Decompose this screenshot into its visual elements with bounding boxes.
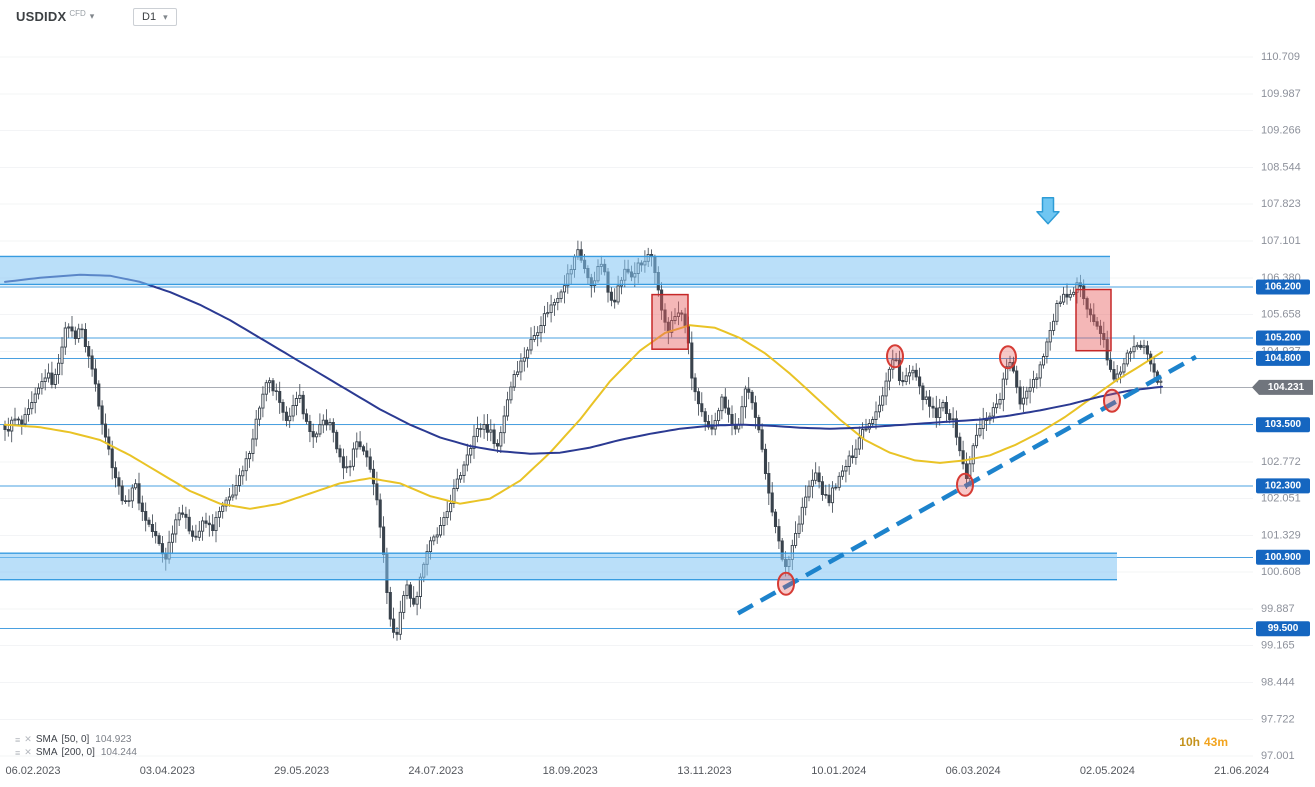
price-tick-label: 99.887 [1261,603,1295,615]
price-tick-label: 97.001 [1261,750,1295,762]
chevron-down-icon: ▾ [163,11,168,22]
date-tick-label: 10.01.2024 [811,765,866,777]
indicator-remove-icon[interactable]: ✕ [24,734,32,744]
indicator-menu-icon[interactable]: ≡ [15,747,21,758]
date-tick-label: 06.02.2023 [5,765,60,777]
chevron-down-icon: ▾ [89,11,95,21]
pattern-box-1[interactable] [651,293,689,350]
pattern-box-2[interactable] [1075,288,1112,352]
price-level-badge: 103.500 [1256,417,1310,433]
date-tick-label: 18.09.2023 [543,765,598,777]
sma200-line[interactable] [4,273,1163,455]
price-tick-label: 109.266 [1261,125,1301,137]
svg-text:100.900: 100.900 [1265,552,1302,563]
price-tick-label: 108.544 [1261,161,1301,173]
date-tick-label: 03.04.2023 [140,765,195,777]
date-tick-label: 21.06.2024 [1214,765,1269,777]
price-tick-label: 99.165 [1261,640,1295,652]
price-tick-label: 102.772 [1261,456,1301,468]
indicator-params: [50, 0] [61,734,90,745]
touch-circle-mark[interactable] [999,345,1017,370]
trendline[interactable] [736,354,1198,616]
price-level-badge: 106.200 [1256,279,1310,295]
date-tick-label: 29.05.2023 [274,765,329,777]
price-tick-label: 100.608 [1261,566,1301,578]
price-level-badge: 105.200 [1256,330,1310,346]
indicator-remove-icon[interactable]: ✕ [24,747,32,757]
price-level-badge: 100.900 [1256,549,1310,565]
sma50-line[interactable] [4,324,1163,510]
date-tick-label: 06.03.2024 [946,765,1001,777]
down-arrow-icon[interactable] [1036,196,1060,225]
countdown-minutes: 43m [1203,735,1228,749]
svg-text:99.500: 99.500 [1268,623,1299,634]
svg-text:102.300: 102.300 [1265,480,1302,491]
supply-zone[interactable] [0,255,1110,286]
price-tick-label: 98.444 [1261,677,1295,689]
price-tick-label: 102.051 [1261,493,1301,505]
price-tick-label: 107.823 [1261,198,1301,210]
gridlines [0,56,1253,757]
price-tick-label: 109.987 [1261,88,1301,100]
touch-circle-mark[interactable] [777,571,795,596]
price-level-badge: 99.500 [1256,621,1310,637]
demand-zone[interactable] [0,552,1117,581]
indicator-menu-icon[interactable]: ≡ [15,734,21,745]
indicator-name: SMA [35,747,58,758]
symbol-selector[interactable]: USDIDX CFD ▾ [16,9,94,24]
svg-text:105.200: 105.200 [1265,333,1302,344]
indicator-row-sma50: ≡ ✕ SMA [50, 0] 104.923 [15,733,137,746]
indicator-params: [200, 0] [61,747,95,758]
candles-layer [3,240,1163,641]
symbol-name: USDIDX [16,9,67,24]
indicator-row-sma200: ≡ ✕ SMA [200, 0] 104.244 [15,746,137,759]
date-tick-label: 13.11.2023 [677,765,731,777]
price-tick-label: 105.658 [1261,309,1301,321]
timeframe-label: D1 [142,11,157,23]
price-tick-label: 107.101 [1261,235,1301,247]
svg-text:103.500: 103.500 [1265,419,1302,430]
touch-circle-mark[interactable] [1103,388,1121,413]
countdown-hours: 10h [1179,735,1200,749]
price-axis[interactable]: 110.709 109.987 109.266 108.544 107.823 107.1… [1261,51,1301,762]
touch-circle-mark[interactable] [886,344,904,369]
price-tick-label: 110.709 [1261,51,1300,63]
indicator-legend: ≡ ✕ SMA [50, 0] 104.923 ≡ ✕ SMA [200, 0]… [15,733,137,759]
indicator-value: 104.923 [95,734,132,745]
time-axis[interactable]: 06.02.2023 03.04.2023 29.05.2023 24.07.2023… [5,765,1269,777]
candle-countdown: 10h 43m [1128,735,1228,749]
indicator-value: 104.244 [100,747,137,758]
svg-text:104.231: 104.231 [1268,382,1305,393]
date-tick-label: 02.05.2024 [1080,765,1135,777]
indicator-name: SMA [35,734,58,745]
svg-text:104.800: 104.800 [1265,353,1302,364]
price-level-badge: 104.800 [1256,350,1310,366]
current-price-badge: 104.231 [1252,379,1313,395]
date-tick-label: 24.07.2023 [408,765,463,777]
timeframe-selector[interactable]: D1 ▾ [133,8,177,26]
touch-circle-mark[interactable] [956,472,974,497]
svg-text:106.200: 106.200 [1265,282,1302,293]
price-tick-label: 97.722 [1261,713,1295,725]
price-level-badge: 102.300 [1256,478,1310,494]
chart-header: USDIDX CFD ▾ [16,9,94,24]
price-tick-label: 101.329 [1261,529,1301,541]
market-type-label: CFD [69,9,86,18]
